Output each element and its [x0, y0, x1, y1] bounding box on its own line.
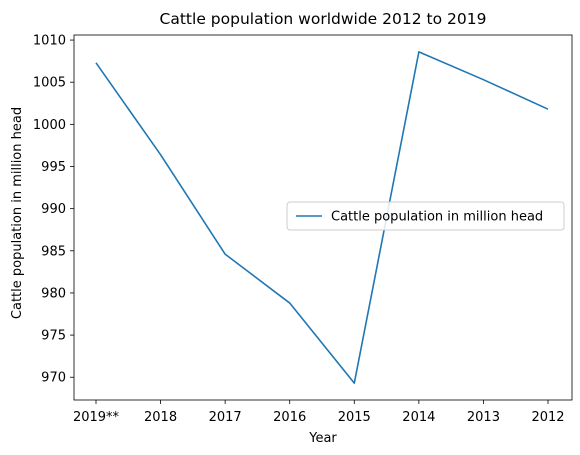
- x-tick-label: 2015: [338, 410, 371, 425]
- x-tick-label: 2018: [144, 410, 177, 425]
- x-tick-label: 2016: [273, 410, 306, 425]
- x-tick-label: 2017: [209, 410, 242, 425]
- y-tick-label: 975: [41, 329, 66, 344]
- y-tick-label: 980: [41, 286, 66, 301]
- chart-title: Cattle population worldwide 2012 to 2019: [160, 10, 487, 28]
- y-axis-label: Cattle population in million head: [10, 107, 25, 319]
- x-tick-label: 2019**: [73, 410, 120, 425]
- x-tick-label: 2014: [402, 410, 435, 425]
- y-tick-label: 1000: [33, 118, 66, 133]
- x-tick-label: 2012: [531, 410, 564, 425]
- y-tick-label: 1005: [33, 76, 66, 91]
- plot-frame: [73, 34, 573, 401]
- plot-area: 970 975 980 985 990 995 1000 1005 1010 2019** 2018…: [33, 34, 573, 425]
- x-axis-label: Year: [308, 431, 337, 446]
- legend-label: Cattle population in million head: [331, 210, 543, 225]
- x-tick-label: 2013: [467, 410, 500, 425]
- legend: Cattle population in million head: [286, 201, 565, 231]
- y-tick-label: 985: [41, 244, 66, 259]
- y-tick-label: 1010: [33, 34, 66, 49]
- series-line: [95, 51, 549, 384]
- legend-box: [286, 201, 565, 231]
- y-tick-label: 990: [41, 202, 66, 217]
- y-tick-label: 995: [41, 160, 66, 175]
- y-tick-label: 970: [41, 371, 66, 386]
